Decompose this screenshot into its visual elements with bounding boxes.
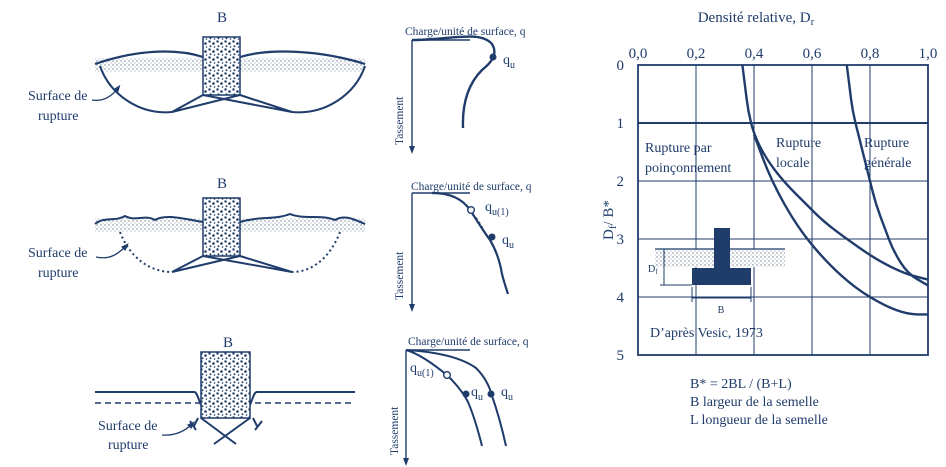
qu-label-b: qu — [501, 385, 513, 403]
footing-width-label: B — [217, 10, 227, 26]
footing-block — [202, 36, 241, 96]
y-tick-label: 3 — [617, 232, 625, 248]
panel-local-shear: B Surface de rupture — [28, 176, 366, 281]
surface-label-line2: rupture — [38, 266, 78, 281]
y-tick-labels: 0 1 2 3 4 5 — [617, 58, 625, 364]
footing-width-label: B — [217, 176, 227, 192]
zone-punching-label-2: poinçonnement — [645, 161, 731, 176]
top-axis-title: Densité relative, Dr — [698, 10, 815, 28]
load-settlement-curve-2: Charge/unité de surface, q qu(1) qu Tass… — [394, 181, 532, 312]
footing-block — [200, 351, 251, 419]
load-axis-label: Charge/unité de surface, q — [405, 26, 526, 38]
source-note: D’après Vesic, 1973 — [650, 326, 763, 341]
settlement-curve — [411, 35, 496, 129]
note-length-line: L longueur de la semelle — [690, 413, 828, 428]
qu-label-a: qu — [471, 385, 483, 403]
load-settlement-curve-3: Charge/unité de surface, q qu(1) qu qu T… — [389, 336, 529, 466]
formula-line: B* = 2BL / (B+L) — [690, 377, 792, 392]
x-tick-label: 0,0 — [629, 46, 648, 62]
settlement-curve — [431, 191, 510, 295]
load-axis-label: Charge/unité de surface, q — [408, 336, 529, 348]
rupture-wedge-lines — [171, 255, 293, 273]
surface-pointer-arrow — [161, 421, 195, 436]
inset-footing — [692, 228, 751, 285]
zone-punching-label-1: Rupture par — [645, 141, 712, 156]
footing-inset: Df B — [648, 228, 785, 316]
surface-pointer-arrow — [95, 243, 129, 259]
ultimate-load-point — [489, 53, 497, 61]
rupture-surface-line — [99, 65, 366, 114]
boundary-curve-1 — [741, 64, 929, 281]
qu1-leader — [469, 209, 485, 231]
settlement-axis-label: Tassement — [389, 406, 401, 455]
failure-mode-chart: Densité relative, Dr 0,0 0,2 0,4 0,6 0,8 1,0 … — [601, 10, 937, 428]
chart-series — [741, 64, 929, 316]
ultimate-load-point-a — [462, 390, 470, 398]
load-axis-label: Charge/unité de surface, q — [411, 181, 532, 193]
surface-label-line2: rupture — [108, 438, 148, 453]
y-tick-label: 1 — [617, 116, 625, 132]
footing-width-label: B — [223, 335, 233, 351]
y-tick-label: 0 — [617, 58, 625, 74]
x-tick-labels: 0,0 0,2 0,4 0,6 0,8 1,0 — [629, 46, 938, 62]
punching-wedge — [189, 417, 263, 445]
x-tick-label: 0,6 — [803, 46, 822, 62]
inset-depth-label: Df — [648, 264, 658, 276]
rupture-surface-dotted — [119, 231, 341, 273]
load-settlement-curve-1: Charge/unité de surface, q qu Tassement — [394, 26, 526, 154]
surface-label-line1: Surface de — [98, 419, 157, 434]
first-failure-point — [467, 205, 476, 214]
boundary-curve-3 — [752, 134, 928, 316]
zone-general-label-2: générale — [864, 156, 911, 171]
settlement-axis-label: Tassement — [394, 96, 406, 145]
chart-grid — [637, 64, 929, 356]
y-tick-label: 2 — [617, 174, 625, 190]
zone-general-label-1: Rupture — [864, 136, 909, 151]
boundary-curve-2 — [845, 64, 929, 287]
x-tick-label: 1,0 — [919, 46, 938, 62]
ultimate-load-point-b — [487, 390, 495, 398]
zone-local-label-1: Rupture — [776, 136, 821, 151]
panel-general-shear: B Surface de rupture — [28, 10, 366, 124]
settlement-curve-b — [405, 349, 507, 447]
qu-label: qu — [502, 233, 514, 251]
x-tick-label: 0,4 — [745, 46, 764, 62]
zone-local-label-2: locale — [776, 156, 809, 171]
heave-line — [94, 212, 366, 225]
note-width-line: B largeur de la semelle — [690, 395, 819, 410]
surface-pointer-arrow — [91, 84, 121, 102]
y-tick-label: 5 — [617, 348, 625, 364]
surface-label-line1: Surface de — [28, 246, 87, 261]
first-failure-point — [443, 371, 452, 380]
settlement-axis-label: Tassement — [394, 251, 406, 300]
qu1-label: qu(1) — [410, 361, 434, 379]
surface-label-line1: Surface de — [28, 89, 87, 104]
y-tick-label: 4 — [617, 290, 625, 306]
footing-block — [202, 197, 241, 257]
x-tick-label: 0,2 — [687, 46, 706, 62]
heave-line — [94, 50, 366, 66]
surface-label-line2: rupture — [38, 109, 78, 124]
qu-label: qu — [503, 53, 515, 71]
settlement-curve-a — [405, 349, 483, 447]
y-axis-label: Df/ B* — [601, 200, 619, 240]
x-tick-label: 0,8 — [861, 46, 880, 62]
qu1-label: qu(1) — [485, 200, 509, 218]
ultimate-load-point — [488, 233, 496, 241]
chart-frame — [637, 64, 929, 356]
inset-width-label: B — [718, 305, 725, 316]
panel-punching-shear: B Surface de rupture — [95, 335, 355, 453]
